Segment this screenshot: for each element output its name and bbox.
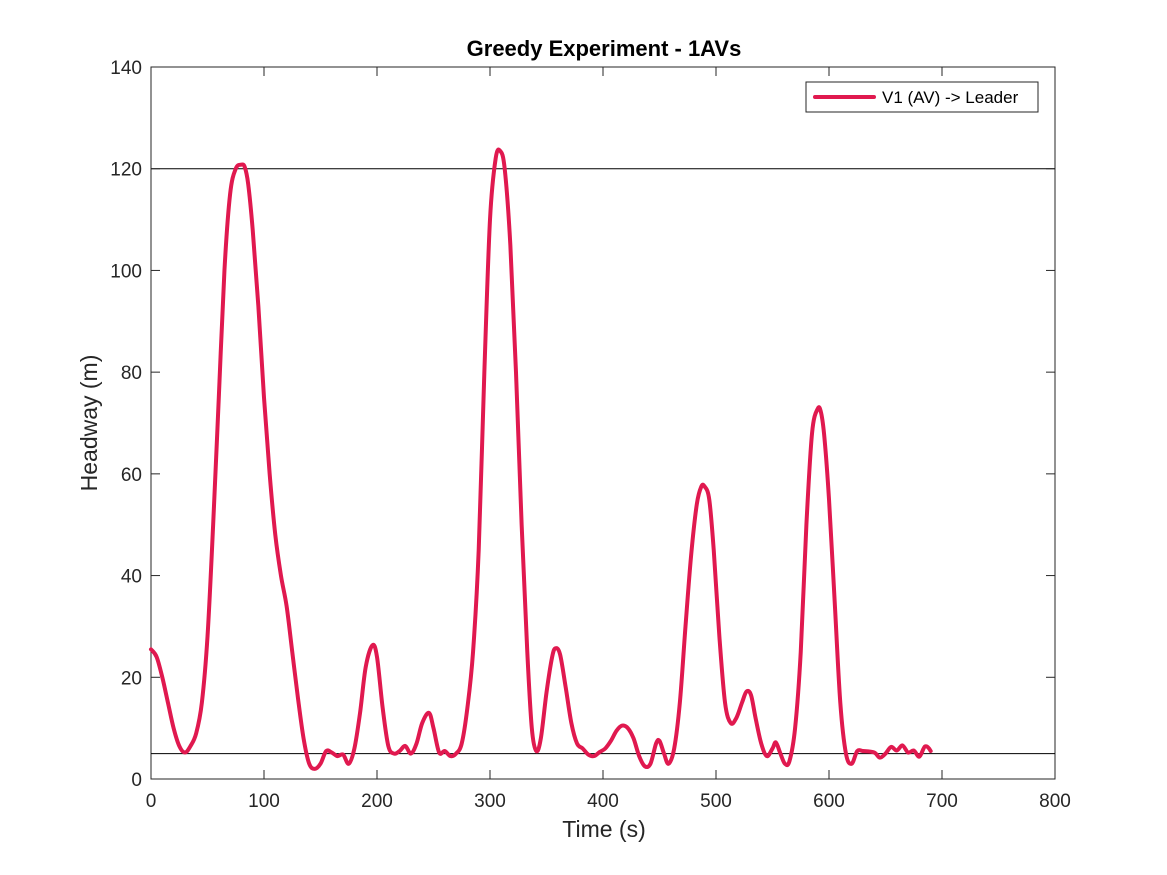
y-axis-label: Headway (m)	[76, 355, 102, 492]
legend: V1 (AV) -> Leader	[805, 81, 1039, 113]
y-tick-label: 20	[121, 668, 142, 689]
x-axis-label: Time (s)	[562, 816, 645, 842]
chart-title: Greedy Experiment - 1AVs	[467, 36, 742, 61]
y-tick-label: 100	[110, 261, 142, 282]
y-tick-label: 60	[121, 465, 142, 486]
y-tick-label: 140	[110, 58, 142, 79]
x-tick-label: 200	[361, 791, 393, 812]
x-tick-label: 700	[926, 791, 958, 812]
x-tick-label: 600	[813, 791, 845, 812]
x-tick-label: 800	[1039, 791, 1071, 812]
x-tick-label: 100	[248, 791, 280, 812]
x-tick-label: 500	[700, 791, 732, 812]
x-tick-label: 400	[587, 791, 619, 812]
y-tick-label: 80	[121, 363, 142, 384]
y-tick-label: 120	[110, 160, 142, 181]
y-tick-label: 0	[131, 770, 142, 791]
x-tick-label: 0	[146, 791, 157, 812]
legend-label: V1 (AV) -> Leader	[882, 88, 1019, 107]
axes-box	[150, 66, 1056, 780]
plot-area: 0 100 200 300 400 500 600 700 800 0 20 40 60 80 100 120…	[110, 58, 1071, 812]
y-tick-label: 40	[121, 567, 142, 588]
x-tick-label: 300	[474, 791, 506, 812]
series-line-0	[149, 147, 933, 771]
